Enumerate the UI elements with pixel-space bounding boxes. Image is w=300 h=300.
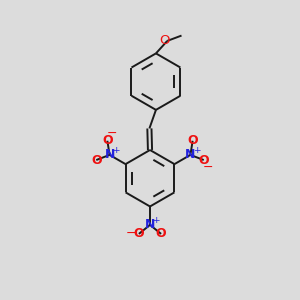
- Text: −: −: [106, 127, 117, 140]
- Text: +: +: [193, 146, 200, 155]
- Text: O: O: [198, 154, 209, 166]
- Text: N: N: [185, 148, 196, 161]
- Text: O: O: [102, 134, 113, 147]
- Text: +: +: [152, 216, 160, 225]
- Text: −: −: [125, 227, 136, 240]
- Text: O: O: [159, 34, 170, 47]
- Text: O: O: [156, 227, 167, 240]
- Text: −: −: [203, 161, 213, 174]
- Text: O: O: [134, 227, 144, 240]
- Text: N: N: [104, 148, 115, 161]
- Text: +: +: [112, 146, 119, 155]
- Text: N: N: [145, 218, 155, 231]
- Text: O: O: [91, 154, 102, 166]
- Text: O: O: [187, 134, 198, 147]
